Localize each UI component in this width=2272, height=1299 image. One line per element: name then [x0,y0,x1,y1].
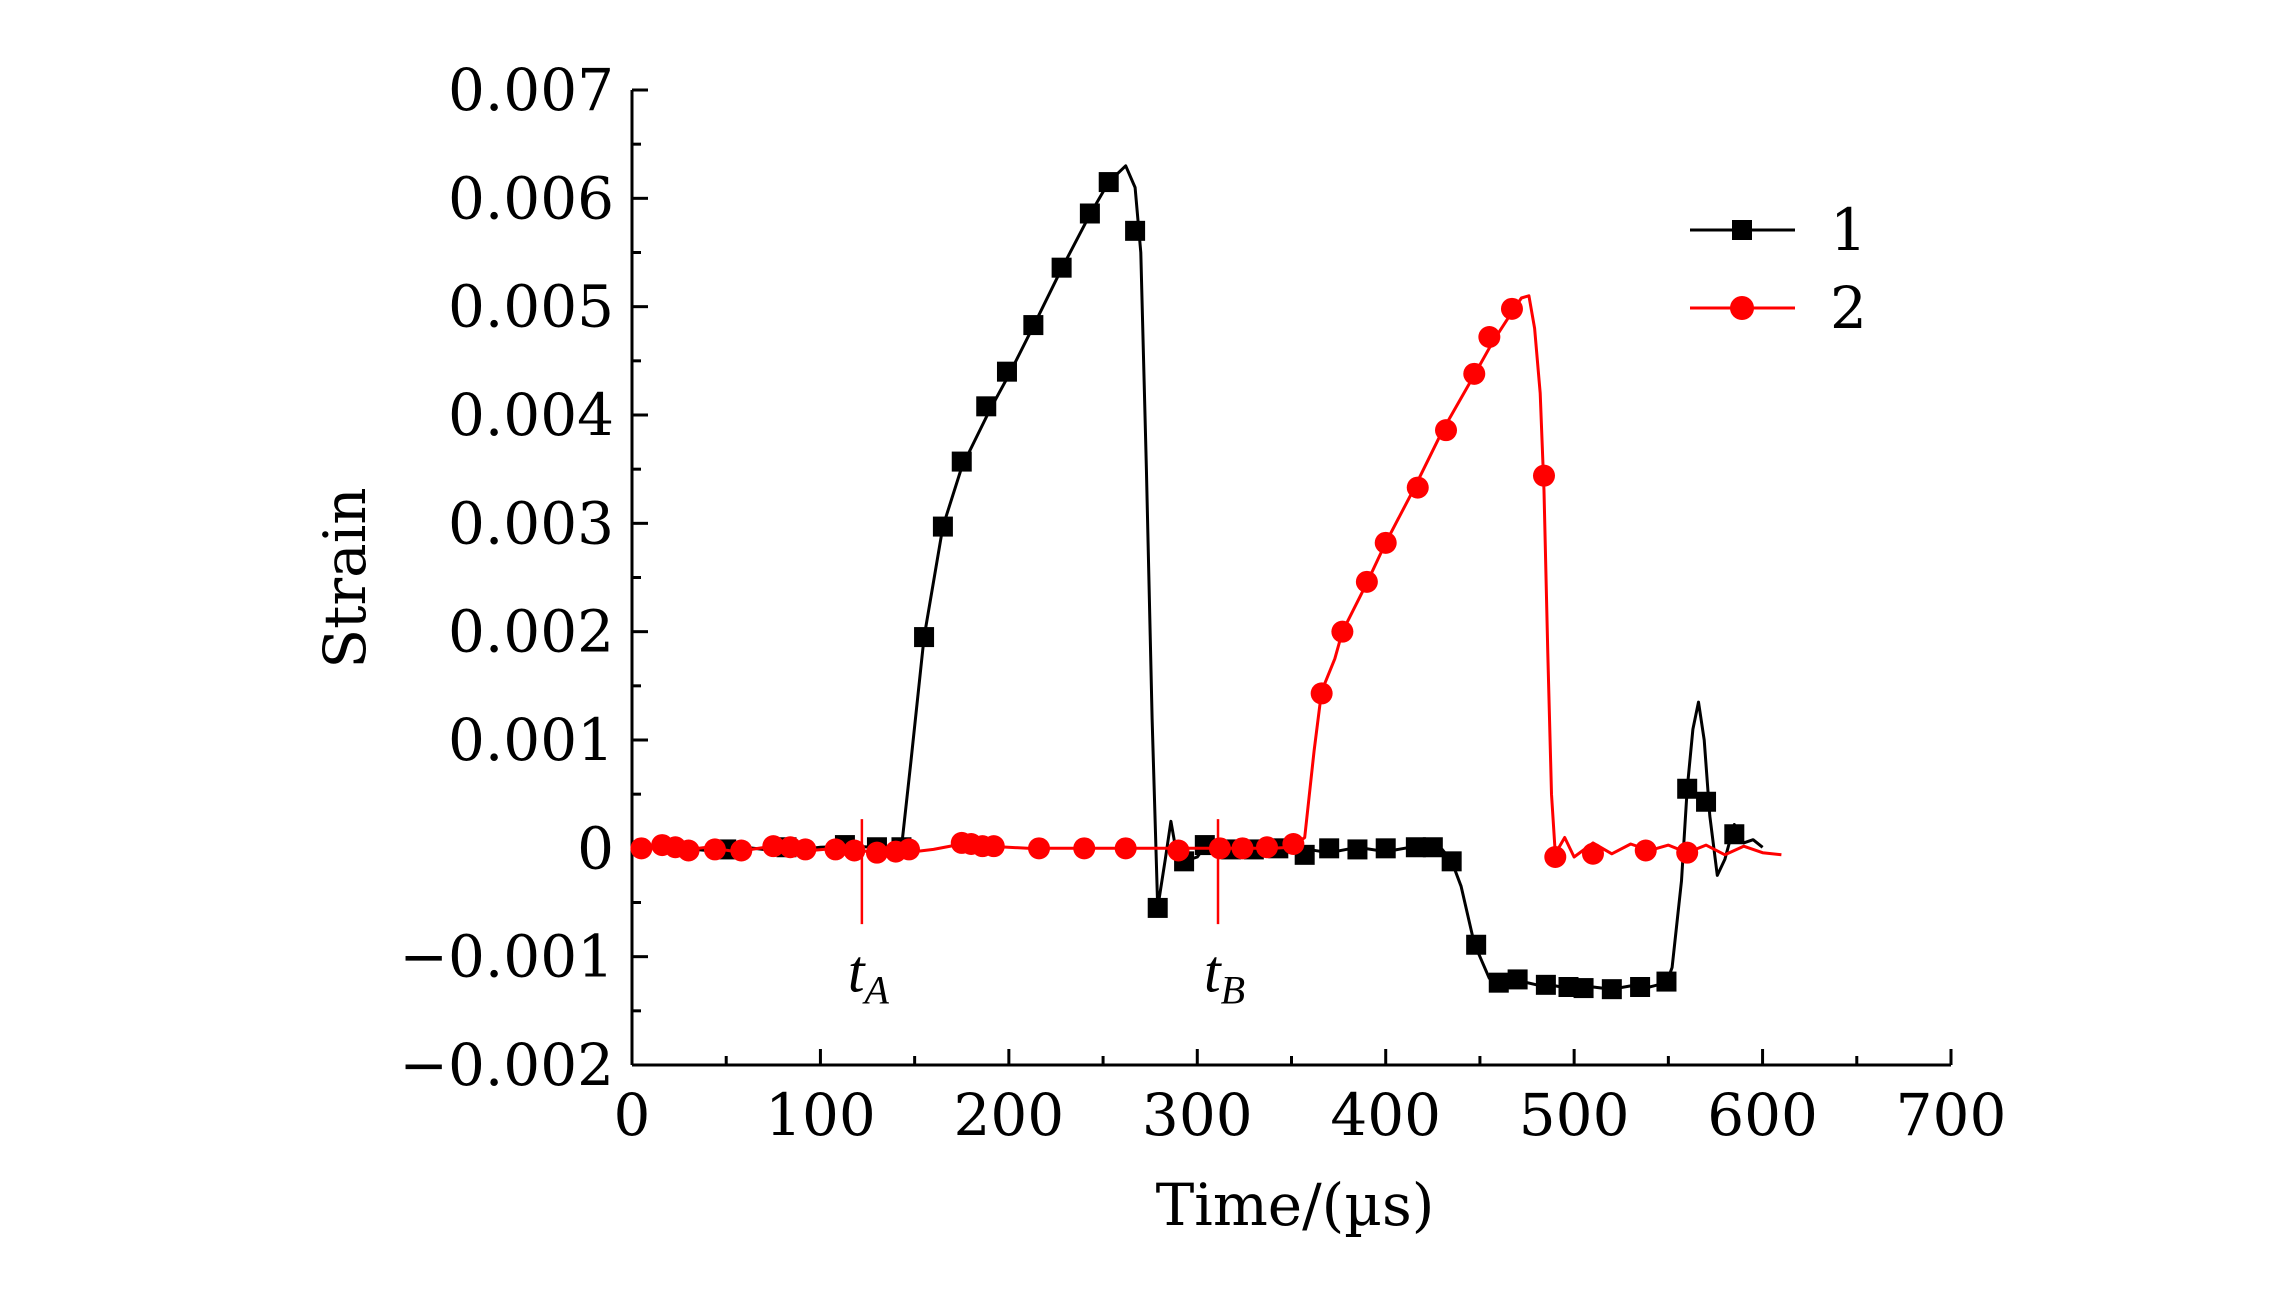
data-point [1573,978,1594,999]
data-point [1374,531,1397,554]
data-point [1724,824,1745,845]
data-point [1500,297,1523,320]
x-tick-label: 600 [1707,1081,1818,1149]
data-point [1167,839,1190,862]
x-axis-title: Time/(µs) [1156,1171,1435,1239]
data-point [1375,838,1396,859]
data-point [1535,974,1556,995]
data-point [1558,977,1579,997]
data-point [1463,362,1486,385]
data-point [1355,570,1378,593]
data-point [1079,203,1100,224]
data-point [677,839,700,862]
data-point [1422,837,1443,858]
data-point [1544,846,1567,868]
axes: 0 100 200 300 400 500 600 700 −0.002 −0.001 0 0.001… [399,56,2006,1149]
data-point [1581,842,1604,865]
data-point [996,361,1017,382]
data-point [703,838,726,861]
data-point [1677,778,1698,799]
data-point [1507,969,1528,990]
data-point [976,396,997,417]
data-point [1256,836,1279,859]
y-tick-label: 0.002 [448,598,614,666]
data-point [1630,977,1651,997]
data-point [1231,837,1254,860]
data-point [1435,419,1458,442]
y-tick-label: 0.003 [448,489,614,557]
x-tick-label: 200 [953,1081,1064,1149]
data-point [1310,682,1333,705]
data-point [1478,326,1501,348]
data-point [982,835,1005,858]
data-point [897,838,920,861]
data-point [1656,971,1677,992]
y-tick-label: 0.005 [448,273,614,341]
data-point [1405,837,1426,858]
data-point [794,838,817,861]
x-tick-label: 700 [1896,1081,2007,1149]
legend-label: 2 [1830,274,1867,342]
x-tick-label: 100 [765,1081,876,1149]
data-point [1282,833,1305,855]
series-line [631,164,1764,991]
series-line [631,294,1782,859]
legend-marker [1732,220,1752,240]
y-tick-label: −0.001 [399,923,614,991]
legend-label: 1 [1830,196,1867,264]
y-tick-label: −0.002 [399,1031,614,1099]
data-point [730,839,753,862]
data-point [1114,837,1137,860]
data-point [762,835,785,858]
data-point [1147,897,1168,918]
legend: 12 [1690,196,1867,342]
y-tick-label: 0.007 [448,56,614,124]
data-point [1028,837,1051,860]
x-tick-label: 500 [1519,1081,1630,1149]
data-point [865,841,888,864]
annotation-label: tA [848,938,890,1012]
data-point [1441,851,1462,872]
data-point [1488,972,1509,993]
x-tick-label: 400 [1330,1081,1441,1149]
data-point [914,627,935,648]
data-point [843,839,866,862]
data-point [1098,172,1119,193]
data-point [1125,220,1146,241]
annotation-label: tB [1204,938,1245,1012]
data-point [1347,839,1368,860]
data-point [1634,839,1657,862]
data-point [1073,837,1096,860]
data-point [1023,315,1044,336]
data-point [1532,464,1555,487]
series-2 [630,294,1782,868]
y-tick-label: 0 [577,814,614,882]
x-tick-label: 300 [1142,1081,1253,1149]
data-point [824,838,847,861]
legend-marker [1730,296,1754,320]
y-tick-label: 0.004 [448,381,614,449]
annotation-subscript: A [862,967,890,1012]
data-point [932,516,953,537]
data-point [1319,838,1340,859]
x-tick-label: 0 [614,1081,651,1149]
y-tick-label: 0.001 [448,706,614,774]
data-point [1051,257,1072,278]
y-tick-label: 0.006 [448,164,614,232]
data-point [1466,934,1487,955]
data-point [951,451,972,472]
annotation-subscript: B [1221,967,1245,1012]
data-point [1331,620,1354,643]
data-point [1676,841,1699,864]
data-point [1208,837,1231,860]
data-point [1696,791,1717,812]
series-layer [630,164,1782,1000]
data-point [1406,476,1429,499]
data-point [1601,979,1622,1000]
y-axis-title: Strain [311,487,379,668]
series-1 [631,164,1764,1000]
data-point [630,837,653,860]
